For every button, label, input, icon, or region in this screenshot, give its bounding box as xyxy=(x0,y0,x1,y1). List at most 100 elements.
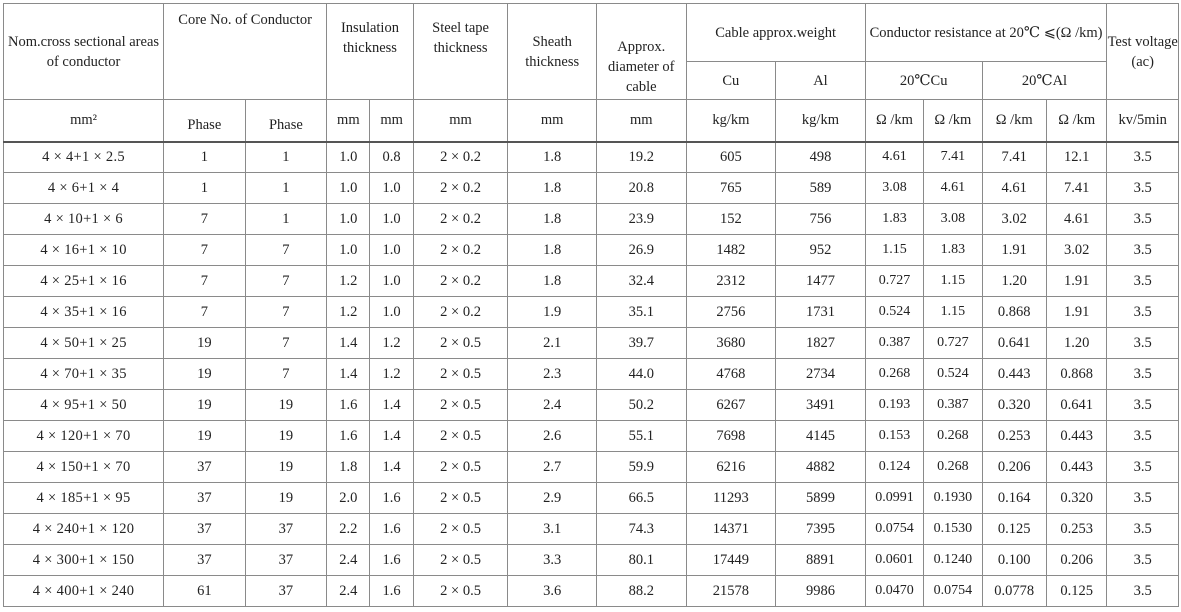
value-cell: 0.320 xyxy=(981,389,1047,421)
value-cell: 7.41 xyxy=(1045,172,1108,204)
value-cell: 605 xyxy=(685,141,777,173)
value-cell: 9986 xyxy=(775,575,866,607)
value-cell: 32.4 xyxy=(595,265,687,297)
value-cell: 1.8 xyxy=(507,141,597,173)
value-cell: 2 × 0.2 xyxy=(412,234,509,266)
value-cell: 1.83 xyxy=(923,234,983,266)
value-cell: 1.2 xyxy=(369,327,414,359)
value-cell: 19 xyxy=(244,482,328,514)
spec-cell: 4 × 185+1 × 95 xyxy=(2,482,165,514)
table-body: 4 × 4+1 × 2.5 1 1 1.0 0.8 2 × 0.2 1.8 19.2 605 49… xyxy=(2,141,1179,607)
value-cell: 3.08 xyxy=(864,172,925,204)
value-cell: 21578 xyxy=(685,575,777,607)
header-test-voltage: Test voltage (ac) xyxy=(1106,3,1179,100)
value-cell: 19.2 xyxy=(595,141,687,173)
value-cell: 19 xyxy=(163,327,246,359)
value-cell: 3.5 xyxy=(1106,358,1179,390)
value-cell: 19 xyxy=(244,451,328,483)
value-cell: 37 xyxy=(163,482,246,514)
value-cell: 3.5 xyxy=(1106,172,1179,204)
value-cell: 37 xyxy=(244,513,328,545)
value-cell: 1.9 xyxy=(507,296,597,328)
header-weight: Cable approx.weight xyxy=(685,3,866,62)
table-row: 4 × 10+1 × 6 7 1 1.0 1.0 2 × 0.2 1.8 23.9 152 756… xyxy=(2,203,1179,235)
table-row: 4 × 6+1 × 4 1 1 1.0 1.0 2 × 0.2 1.8 20.8 765 589 3… xyxy=(2,172,1179,204)
value-cell: 498 xyxy=(775,141,866,173)
value-cell: 0.0601 xyxy=(864,544,925,576)
value-cell: 4.61 xyxy=(981,172,1047,204)
unit-cell: mm xyxy=(326,99,371,143)
value-cell: 7 xyxy=(163,203,246,235)
value-cell: 7 xyxy=(244,234,328,266)
value-cell: 1.2 xyxy=(326,296,371,328)
spec-cell: 4 × 4+1 × 2.5 xyxy=(2,141,165,173)
value-cell: 1.83 xyxy=(864,203,925,235)
table-row: 4 × 16+1 × 10 7 7 1.0 1.0 2 × 0.2 1.8 26.9 1482 9… xyxy=(2,234,1179,266)
value-cell: 1.91 xyxy=(1045,265,1108,297)
value-cell: 1.0 xyxy=(326,172,371,204)
value-cell: 1.6 xyxy=(326,420,371,452)
value-cell: 1.91 xyxy=(981,234,1047,266)
value-cell: 2734 xyxy=(775,358,866,390)
value-cell: 1 xyxy=(244,141,328,173)
value-cell: 0.443 xyxy=(1045,451,1108,483)
table-row: 4 × 4+1 × 2.5 1 1 1.0 0.8 2 × 0.2 1.8 19.2 605 49… xyxy=(2,141,1179,173)
table-row: 4 × 50+1 × 25 19 7 1.4 1.2 2 × 0.5 2.1 39.7 3680… xyxy=(2,327,1179,359)
value-cell: 2.4 xyxy=(326,544,371,576)
value-cell: 3.5 xyxy=(1106,265,1179,297)
value-cell: 2 × 0.2 xyxy=(412,172,509,204)
value-cell: 3.5 xyxy=(1106,513,1179,545)
value-cell: 0.641 xyxy=(1045,389,1108,421)
spec-cell: 4 × 25+1 × 16 xyxy=(2,265,165,297)
value-cell: 2 × 0.5 xyxy=(412,513,509,545)
spec-cell: 4 × 6+1 × 4 xyxy=(2,172,165,204)
value-cell: 2.4 xyxy=(507,389,597,421)
value-cell: 2 × 0.2 xyxy=(412,296,509,328)
value-cell: 0.727 xyxy=(923,327,983,359)
value-cell: 35.1 xyxy=(595,296,687,328)
value-cell: 2 × 0.2 xyxy=(412,265,509,297)
unit-cell: mm xyxy=(369,99,414,143)
value-cell: 44.0 xyxy=(595,358,687,390)
value-cell: 1.15 xyxy=(864,234,925,266)
value-cell: 12.1 xyxy=(1045,141,1108,173)
value-cell: 20.8 xyxy=(595,172,687,204)
header-diameter: Approx. diameter of cable xyxy=(595,3,687,100)
value-cell: 3.5 xyxy=(1106,451,1179,483)
value-cell: 2.2 xyxy=(326,513,371,545)
value-cell: 2 × 0.5 xyxy=(412,327,509,359)
unit-cell: Ω /km xyxy=(981,99,1047,143)
value-cell: 3.02 xyxy=(1045,234,1108,266)
value-cell: 0.320 xyxy=(1045,482,1108,514)
value-cell: 17449 xyxy=(685,544,777,576)
value-cell: 6267 xyxy=(685,389,777,421)
value-cell: 3.5 xyxy=(1106,420,1179,452)
value-cell: 19 xyxy=(244,420,328,452)
value-cell: 0.443 xyxy=(1045,420,1108,452)
value-cell: 1.8 xyxy=(507,203,597,235)
value-cell: 7698 xyxy=(685,420,777,452)
value-cell: 1.8 xyxy=(507,234,597,266)
value-cell: 0.387 xyxy=(864,327,925,359)
value-cell: 1.0 xyxy=(369,296,414,328)
cable-spec-table: Nom.cross sectional areas of conductor C… xyxy=(2,3,1179,607)
value-cell: 1.0 xyxy=(369,203,414,235)
value-cell: 7.41 xyxy=(923,141,983,173)
value-cell: 61 xyxy=(163,575,246,607)
value-cell: 0.0470 xyxy=(864,575,925,607)
header-resistance-cu: 20℃Cu xyxy=(864,61,983,100)
value-cell: 3.5 xyxy=(1106,544,1179,576)
value-cell: 8891 xyxy=(775,544,866,576)
value-cell: 2.9 xyxy=(507,482,597,514)
unit-cell: mm xyxy=(412,99,509,143)
spec-cell: 4 × 70+1 × 35 xyxy=(2,358,165,390)
value-cell: 3.5 xyxy=(1106,141,1179,173)
value-cell: 11293 xyxy=(685,482,777,514)
value-cell: 4145 xyxy=(775,420,866,452)
value-cell: 7395 xyxy=(775,513,866,545)
spec-cell: 4 × 16+1 × 10 xyxy=(2,234,165,266)
value-cell: 1.15 xyxy=(923,296,983,328)
value-cell: 1.8 xyxy=(507,265,597,297)
value-cell: 19 xyxy=(163,389,246,421)
value-cell: 3491 xyxy=(775,389,866,421)
